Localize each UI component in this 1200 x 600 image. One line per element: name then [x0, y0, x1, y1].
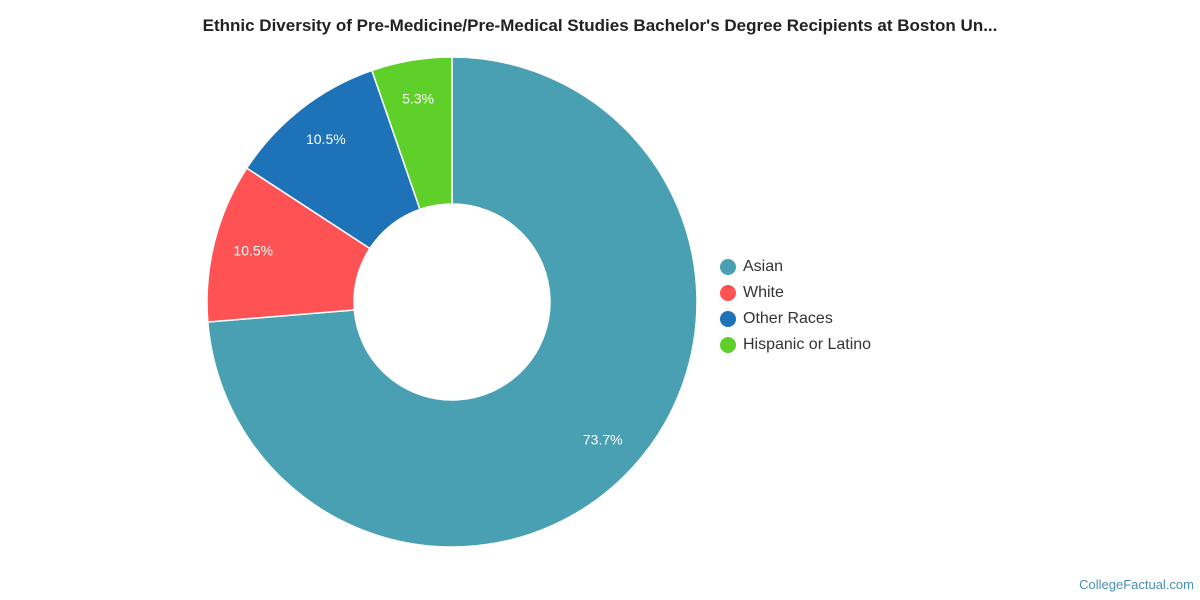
slice-asian[interactable] [207, 56, 698, 548]
legend-label-white: White [743, 284, 784, 301]
legend-swatch-asian [720, 259, 736, 275]
slice-label-white: 10.5% [233, 242, 273, 258]
slice-label-other-races: 10.5% [306, 131, 346, 147]
legend-item-other-races[interactable]: Other Races [720, 306, 871, 332]
slice-label-asian: 73.7% [583, 432, 623, 448]
legend-item-white[interactable]: White [720, 280, 871, 306]
slice-label-group: 73.7% 10.5% 10.5% 5.3% [233, 91, 622, 448]
footer-credit-link[interactable]: CollegeFactual.com [1079, 577, 1194, 592]
chart-title: Ethnic Diversity of Pre-Medicine/Pre-Med… [202, 16, 998, 35]
legend-item-asian[interactable]: Asian [720, 254, 871, 280]
legend: Asian White Other Races Hispanic or Lati… [720, 254, 871, 358]
slice-label-hispanic-or-latino: 5.3% [402, 91, 434, 107]
slice-white[interactable] [206, 167, 371, 323]
slice-other-races[interactable] [245, 69, 421, 250]
legend-swatch-white [720, 285, 736, 301]
slice-group [206, 56, 698, 548]
legend-swatch-hispanic-or-latino [720, 337, 736, 353]
slice-hispanic-or-latino[interactable] [370, 56, 453, 211]
legend-item-hispanic-or-latino[interactable]: Hispanic or Latino [720, 332, 871, 358]
legend-label-hispanic-or-latino: Hispanic or Latino [743, 336, 872, 353]
legend-label-asian: Asian [743, 258, 784, 275]
legend-swatch-other-races [720, 311, 736, 327]
legend-label-other-races: Other Races [743, 310, 833, 327]
